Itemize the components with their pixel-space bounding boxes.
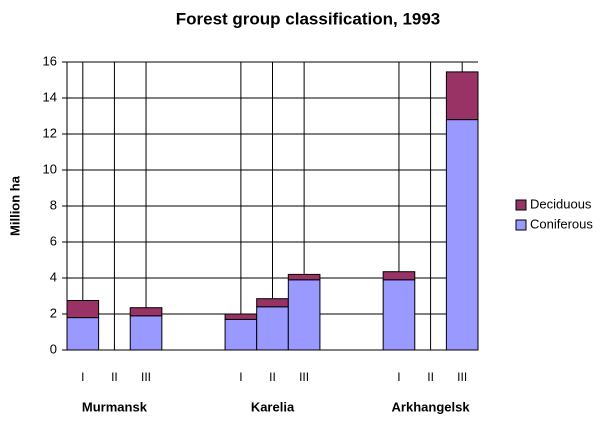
- y-tick-label: 16: [43, 53, 57, 68]
- bar-segment: [287, 279, 321, 351]
- x-tick-label: III: [457, 370, 467, 384]
- legend-swatch: [515, 219, 527, 231]
- bar-segment: [66, 300, 100, 319]
- x-tick-label: II: [269, 370, 276, 384]
- x-tick-label: II: [427, 370, 434, 384]
- x-tick-label: I: [81, 370, 84, 384]
- bar-segment: [129, 307, 163, 317]
- bar-segment: [256, 306, 289, 351]
- chart-title: Forest group classification, 1993: [176, 9, 441, 28]
- group-label: Karelia: [251, 399, 295, 414]
- bar-segment: [382, 279, 416, 351]
- bar-segment: [224, 313, 258, 320]
- x-tick-label: I: [239, 370, 242, 384]
- group-label: Arkhangelsk: [392, 399, 471, 414]
- y-axis-label: Million ha: [7, 175, 22, 236]
- bar-segment: [256, 298, 289, 308]
- group-label: Murmansk: [82, 399, 148, 414]
- bar-segment: [224, 318, 258, 351]
- y-tick-label: 12: [43, 125, 57, 140]
- x-tick-label: I: [397, 370, 400, 384]
- y-tick-label: 2: [50, 305, 57, 320]
- bar-segment: [129, 315, 163, 351]
- y-tick-label: 0: [50, 341, 57, 356]
- bar-segment: [287, 273, 321, 281]
- bar-segment: [66, 317, 100, 351]
- bar-segment: [382, 271, 416, 281]
- x-tick-label: III: [141, 370, 151, 384]
- y-tick-label: 10: [43, 161, 57, 176]
- legend-label: Deciduous: [530, 196, 592, 211]
- bar-segment: [445, 71, 479, 121]
- legend-label: Coniferous: [530, 216, 593, 231]
- y-tick-label: 8: [50, 197, 57, 212]
- bar-segment: [445, 119, 479, 351]
- y-tick-label: 14: [43, 89, 57, 104]
- y-tick-label: 6: [50, 233, 57, 248]
- y-tick-label: 4: [50, 269, 57, 284]
- legend-swatch: [515, 199, 527, 211]
- x-tick-label: II: [111, 370, 118, 384]
- x-tick-label: III: [299, 370, 309, 384]
